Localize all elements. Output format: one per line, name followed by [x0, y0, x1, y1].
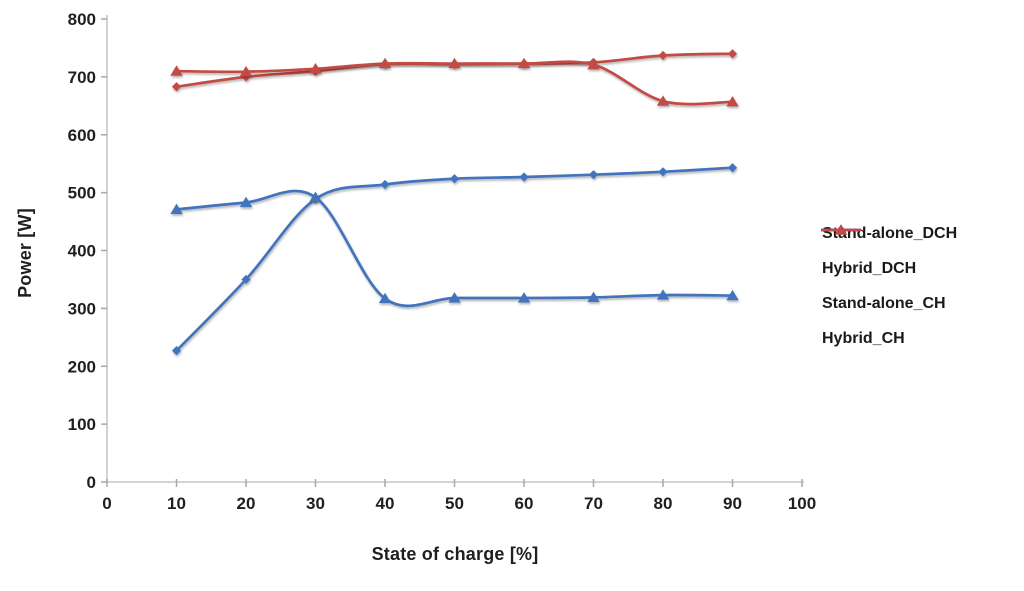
- triangle-marker: [726, 289, 739, 301]
- diamond-marker: [449, 174, 460, 184]
- triangle-legend-marker-icon: [821, 224, 861, 235]
- x-axis-title: State of charge [%]: [371, 544, 539, 564]
- y-tick-label: 400: [68, 242, 96, 261]
- triangle-marker: [309, 62, 322, 74]
- legend: Stand-alone_DCH Hybrid_DCH Stand-alone_CH H…: [820, 222, 957, 350]
- series-Stand-alone_CH: [170, 189, 739, 308]
- triangle-marker: [726, 95, 739, 107]
- diamond-marker: [658, 50, 668, 61]
- legend-item-hybrid_ch: Hybrid_CH: [820, 224, 957, 350]
- triangle-marker: [378, 57, 392, 69]
- y-tick-label: 0: [87, 473, 96, 492]
- x-tick-label: 20: [237, 494, 256, 513]
- triangle-marker: [517, 57, 531, 69]
- diamond-marker: [171, 346, 182, 356]
- y-axis-title: Power [W]: [15, 208, 35, 298]
- x-tick-label: 40: [376, 494, 395, 513]
- y-tick-label: 700: [68, 68, 96, 87]
- diamond-marker: [380, 179, 390, 190]
- legend-label: Stand-alone_DCH: [822, 224, 958, 242]
- diamond-marker: [171, 82, 182, 92]
- x-tick-label: 60: [515, 494, 534, 513]
- series-line: [176, 189, 733, 308]
- triangle-marker: [656, 289, 670, 300]
- legend-label: Hybrid_DCH: [822, 259, 917, 277]
- triangle-marker: [378, 292, 392, 304]
- series-line: [175, 166, 733, 352]
- triangle-marker: [239, 65, 253, 77]
- triangle-marker: [448, 292, 461, 303]
- y-tick-label: 500: [68, 184, 96, 203]
- y-tick-label: 100: [68, 415, 96, 434]
- y-tick-label: 300: [68, 299, 96, 318]
- x-tick-label: 80: [654, 494, 673, 513]
- x-tick-label: 0: [102, 494, 111, 513]
- legend-item-stand-alone_ch: Stand-alone_CH: [820, 224, 957, 315]
- triangle-marker: [170, 203, 183, 215]
- diamond-marker: [241, 274, 251, 285]
- diamond-marker: [727, 49, 738, 59]
- triangle-marker: [170, 65, 183, 76]
- y-tick-label: 600: [68, 126, 96, 145]
- triangle-marker: [587, 58, 600, 70]
- series-Hybrid_CH: [170, 57, 739, 107]
- y-tick-label: 200: [68, 357, 96, 376]
- legend-label: Hybrid_CH: [822, 329, 905, 347]
- diamond-marker: [241, 72, 251, 82]
- triangle-marker: [656, 95, 670, 106]
- x-tick-label: 90: [723, 494, 742, 513]
- x-tick-label: 100: [788, 494, 816, 513]
- triangle-marker: [239, 196, 253, 208]
- triangle-marker: [448, 57, 461, 69]
- diamond-marker: [519, 172, 529, 182]
- legend-label: Stand-alone_CH: [822, 294, 946, 312]
- triangle-marker: [309, 191, 322, 202]
- x-tick-label: 10: [167, 494, 186, 513]
- diamond-marker: [658, 167, 668, 177]
- diamond-marker: [727, 163, 738, 173]
- series-Stand-alone_DCH: [171, 163, 738, 356]
- x-tick-label: 50: [445, 494, 464, 513]
- legend-item-hybrid_dch: Hybrid_DCH: [820, 225, 957, 280]
- triangle-marker: [517, 292, 531, 303]
- x-tick-label: 30: [306, 494, 325, 513]
- triangle-marker: [587, 291, 600, 302]
- diamond-marker: [588, 170, 599, 180]
- y-tick-label: 800: [68, 10, 96, 29]
- x-tick-label: 70: [584, 494, 603, 513]
